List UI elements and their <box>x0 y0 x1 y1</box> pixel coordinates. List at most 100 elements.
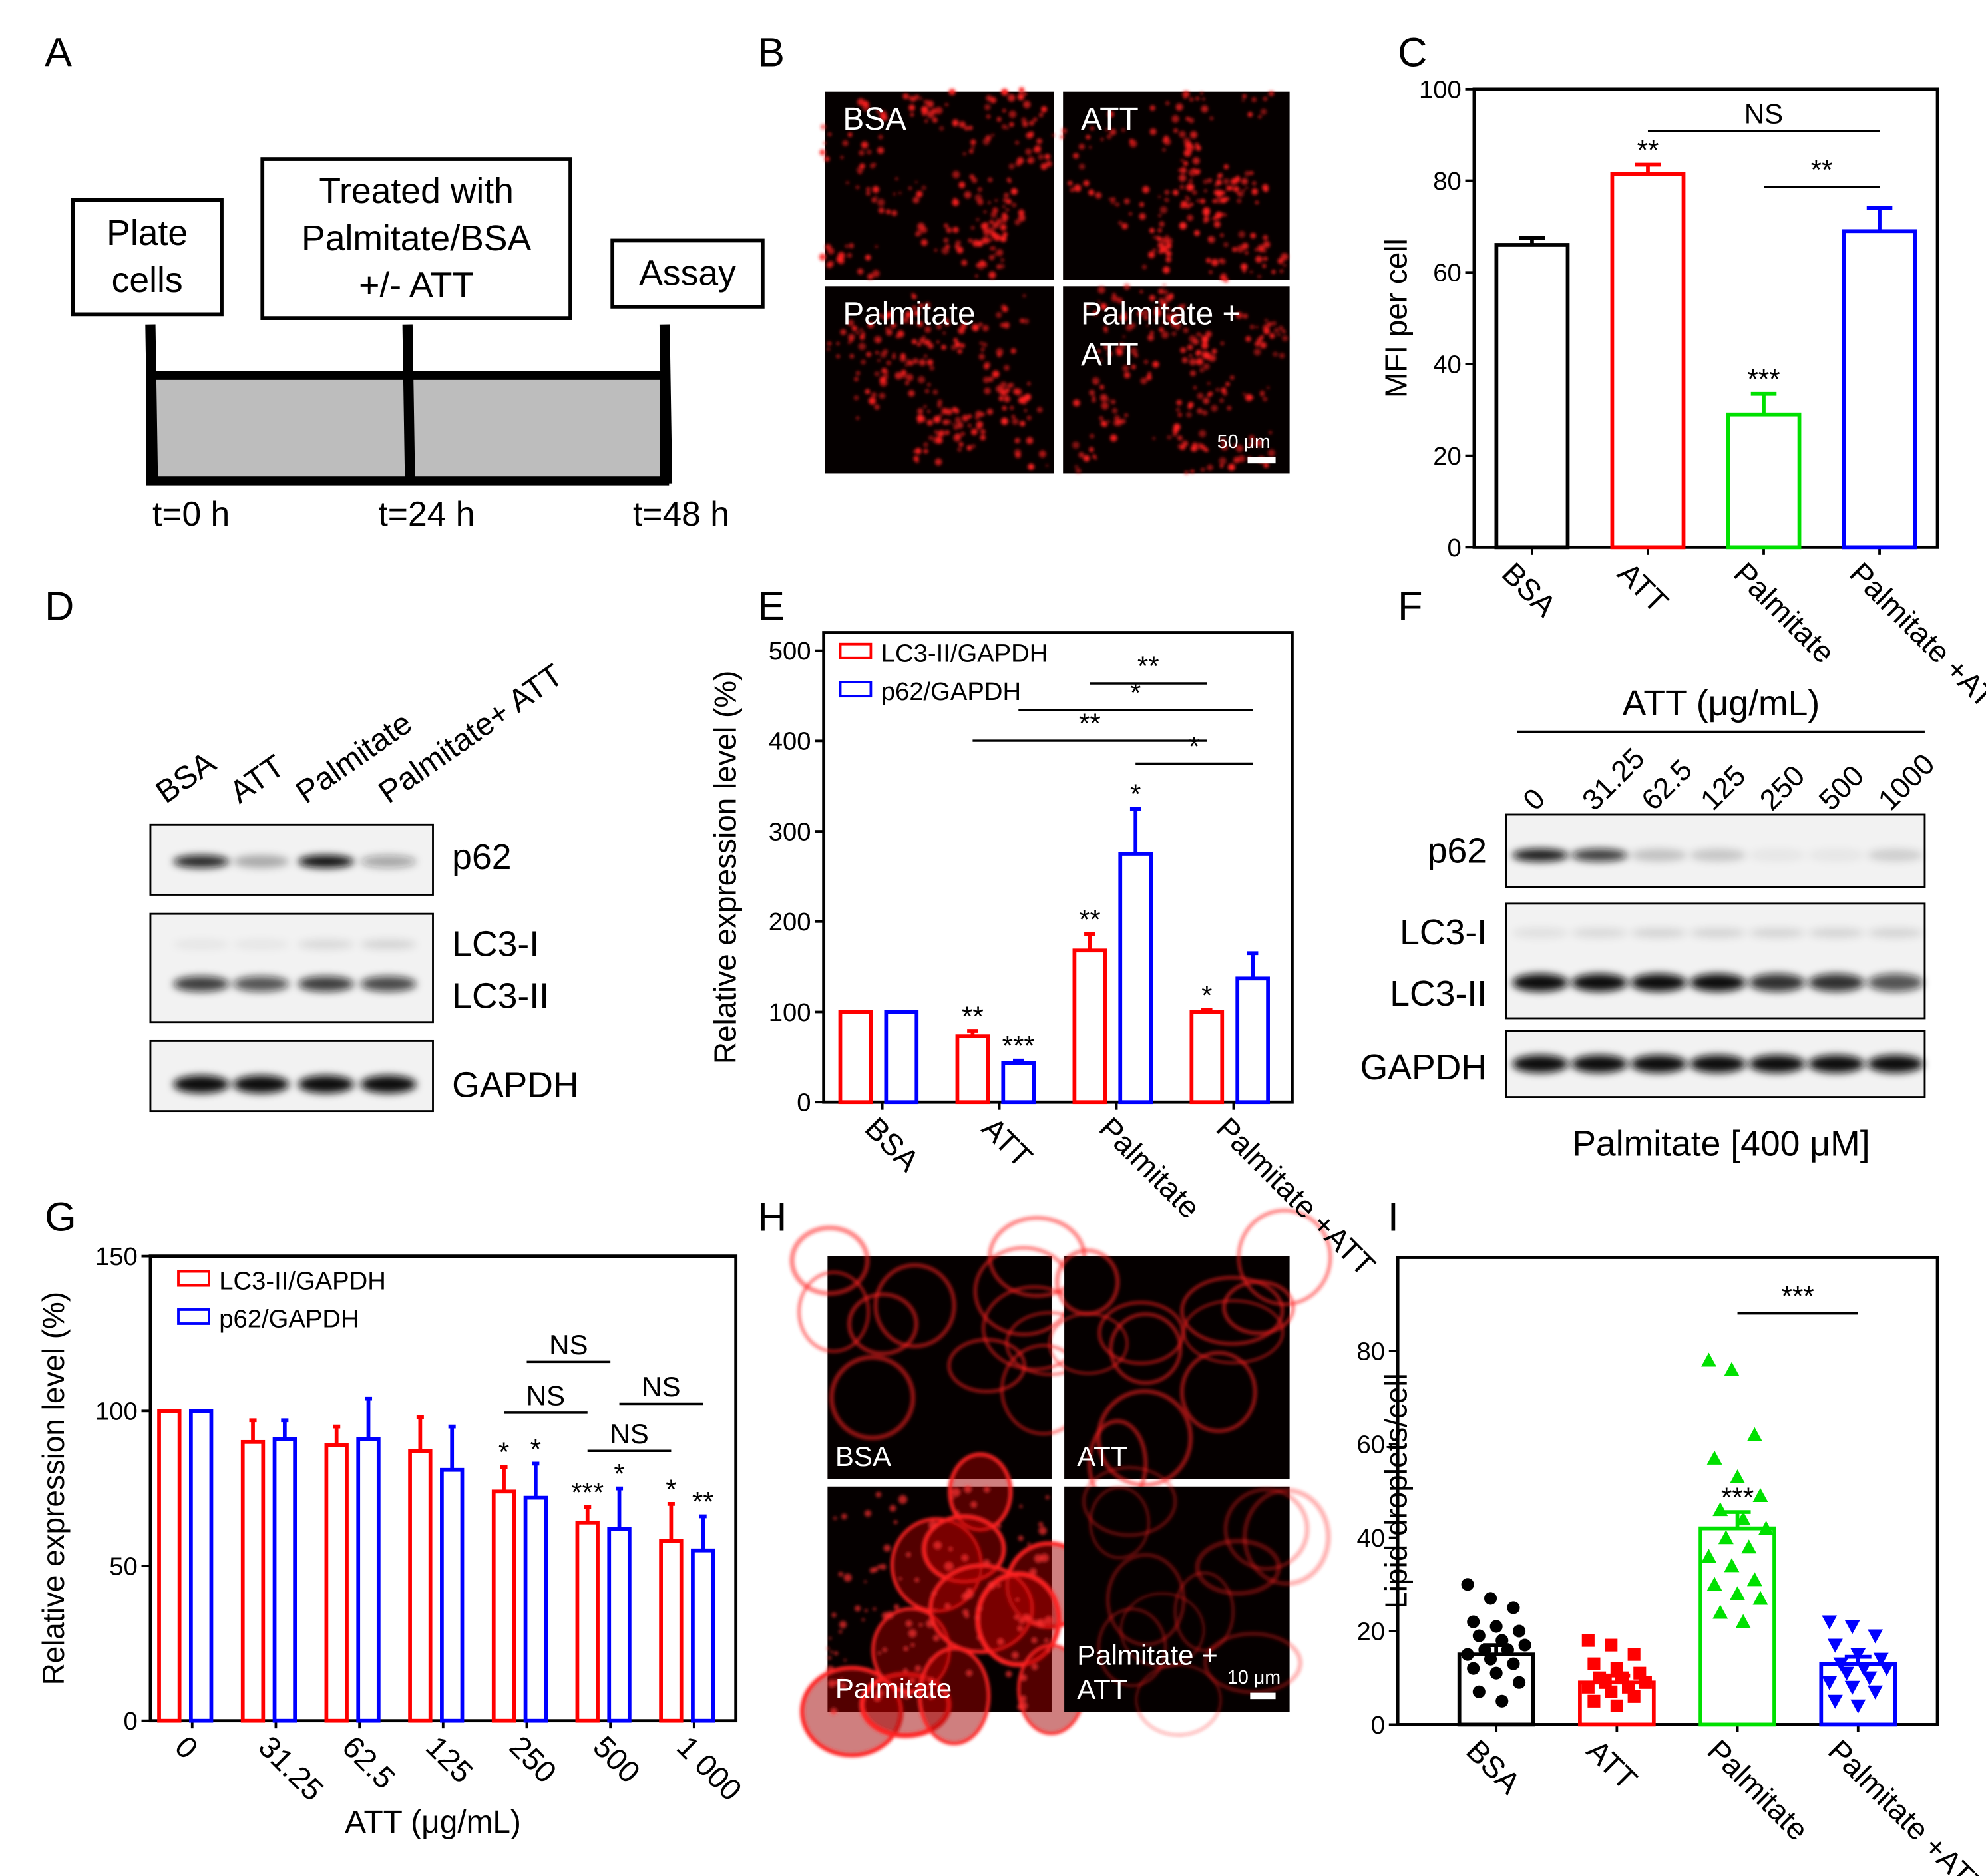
red-dot <box>918 376 925 383</box>
cell-outline <box>1096 1389 1193 1487</box>
red-dot <box>1158 214 1161 218</box>
cell-outline <box>1182 1299 1285 1364</box>
y-axis-label: Relative expression level (%) <box>36 1292 71 1686</box>
red-dot <box>1282 335 1288 341</box>
red-dot <box>856 331 859 335</box>
red-dot <box>1121 222 1128 230</box>
point <box>1701 1549 1717 1563</box>
red-dot <box>1203 189 1207 193</box>
red-dot <box>883 349 889 354</box>
red-dot <box>983 1559 990 1567</box>
band <box>1690 848 1746 862</box>
micrograph-signal <box>1072 283 1288 475</box>
band <box>1749 928 1806 938</box>
red-dot <box>891 355 896 359</box>
red-dot <box>922 335 926 339</box>
red-dot <box>964 321 968 325</box>
image-label: ATT <box>1081 337 1139 373</box>
red-dot <box>970 226 975 230</box>
point <box>1495 1634 1509 1647</box>
red-dot <box>988 377 994 382</box>
red-dot <box>877 146 885 154</box>
red-dot <box>1213 220 1221 228</box>
red-dot <box>873 1607 877 1611</box>
bar <box>838 1010 873 1105</box>
error-bar <box>699 1514 707 1551</box>
red-dot <box>1164 190 1170 195</box>
red-dot <box>1217 174 1222 178</box>
red-dot <box>955 240 961 246</box>
image-label: ATT <box>1081 102 1139 137</box>
point <box>1844 1620 1860 1634</box>
red-dot <box>878 207 885 214</box>
red-dot <box>1215 190 1223 197</box>
band <box>1512 928 1569 938</box>
red-dot <box>971 444 976 449</box>
comparison-label: * <box>1130 677 1141 709</box>
blot-bands <box>1512 848 1924 1073</box>
red-dot <box>1185 195 1189 199</box>
point <box>1706 1450 1722 1465</box>
band <box>298 855 354 868</box>
red-dot <box>854 1605 861 1612</box>
red-dot <box>1157 236 1162 242</box>
red-dot <box>927 383 931 387</box>
red-dot <box>1263 240 1271 248</box>
blot-bands <box>173 855 417 1093</box>
red-dot <box>1201 342 1209 349</box>
red-dot <box>1207 381 1211 385</box>
error-bar <box>1247 951 1259 979</box>
red-dot <box>1220 233 1224 238</box>
panel-letter: F <box>1398 583 1422 628</box>
red-dot <box>1192 168 1197 172</box>
red-dot <box>1000 224 1007 231</box>
point <box>1758 1521 1774 1535</box>
red-dot <box>878 313 883 318</box>
red-dot <box>966 1670 972 1676</box>
comparison-label: ** <box>1137 651 1159 682</box>
red-dot <box>1109 434 1117 442</box>
legend-swatch <box>177 1308 210 1325</box>
red-dot <box>988 1581 996 1589</box>
red-dot <box>1147 371 1151 375</box>
red-dot <box>984 387 991 395</box>
red-dot <box>929 1677 934 1683</box>
red-dot <box>1263 462 1269 468</box>
red-dot <box>996 249 1004 256</box>
red-dot <box>1006 126 1009 130</box>
red-dot <box>1265 319 1268 322</box>
y-tick-label: 500 <box>769 637 811 665</box>
red-dot <box>1174 191 1179 196</box>
red-dot <box>924 326 932 333</box>
red-dot <box>922 108 930 116</box>
bar <box>157 1409 182 1723</box>
red-dot <box>1040 163 1048 170</box>
red-dot <box>1263 250 1267 253</box>
red-dot <box>1255 248 1258 252</box>
band <box>1867 1055 1924 1073</box>
red-dot <box>828 260 835 267</box>
red-dot <box>1022 121 1028 128</box>
red-dot <box>966 1588 972 1593</box>
red-dot <box>883 116 888 121</box>
red-dot <box>912 305 916 310</box>
red-dot <box>975 410 982 418</box>
cell-outline <box>873 1263 956 1349</box>
red-dot <box>980 347 985 351</box>
bar <box>1118 852 1153 1105</box>
red-dot <box>1109 128 1117 136</box>
red-dot <box>1017 1625 1024 1632</box>
red-dot <box>1124 413 1128 417</box>
red-dot <box>1142 309 1149 316</box>
band <box>1631 848 1687 862</box>
red-dot <box>914 180 918 184</box>
point <box>1741 1539 1757 1554</box>
point <box>1827 1694 1843 1709</box>
band <box>233 1075 290 1093</box>
red-dot <box>1263 235 1268 240</box>
red-dot <box>936 340 940 344</box>
red-dot <box>840 329 847 335</box>
red-dot <box>1117 342 1125 350</box>
red-dot <box>1277 333 1281 337</box>
red-dot <box>924 301 931 308</box>
